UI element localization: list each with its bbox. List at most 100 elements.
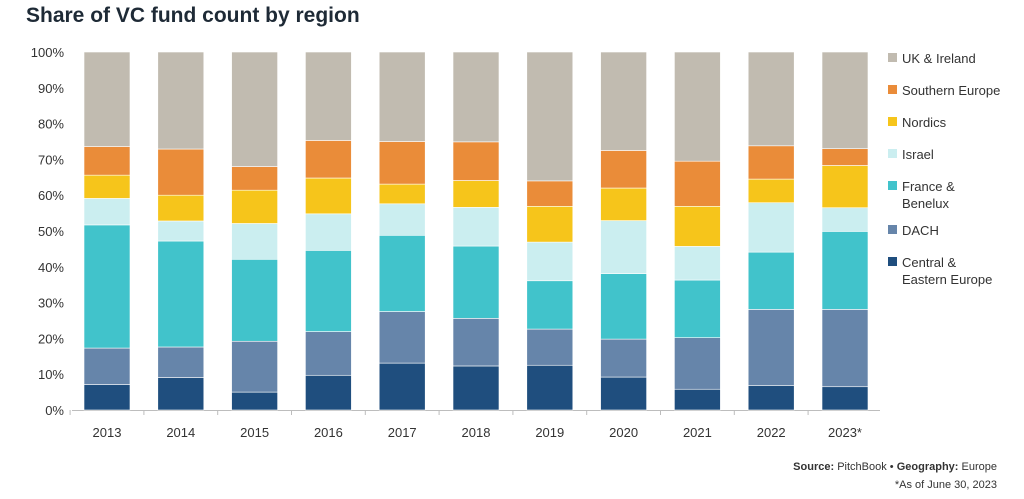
bar-segment — [674, 160, 721, 207]
bar-segment — [452, 141, 500, 181]
bar-segment — [674, 51, 721, 162]
bar-segment — [231, 223, 278, 260]
x-axis: 2013 2014 2015 2016 2017 2018 2019 2020 2021 2022… — [69, 410, 862, 440]
bar-segment — [452, 318, 500, 367]
bar-segment — [821, 148, 869, 166]
bar-segment — [747, 385, 795, 411]
bar-segment — [452, 207, 500, 247]
bar-segment — [378, 183, 426, 205]
bar-segment — [674, 279, 721, 338]
separator-bullet: • — [889, 461, 894, 473]
bar-segment — [378, 51, 426, 142]
y-tick-label: 30% — [38, 296, 64, 311]
bar-segment — [526, 328, 574, 366]
bar-segment — [157, 194, 205, 222]
legend-swatch — [888, 181, 897, 190]
x-tick-label: 2019 — [535, 425, 564, 440]
legend-label: Eastern Europe — [902, 272, 992, 287]
bar-segment — [231, 51, 278, 167]
bar-segment — [305, 213, 352, 251]
y-tick-label: 100% — [31, 45, 65, 60]
bar-segment — [452, 245, 500, 319]
bars — [83, 51, 869, 411]
bar-segment — [526, 51, 574, 182]
bar-segment — [305, 140, 352, 179]
y-tick-label: 10% — [38, 367, 64, 382]
legend-label: Southern Europe — [902, 83, 1000, 98]
bar-segment — [747, 309, 795, 386]
bar-segment — [231, 340, 278, 393]
bar-segment — [600, 376, 647, 411]
bar-segment — [452, 51, 500, 143]
bar-segment — [452, 365, 500, 411]
bar-segment — [305, 177, 352, 215]
legend-label: Nordics — [902, 115, 947, 130]
bar-segment — [305, 374, 352, 411]
bar-segment — [231, 258, 278, 342]
bar-segment — [378, 141, 426, 185]
bar-segment — [526, 180, 574, 207]
bar-segment — [157, 220, 205, 242]
bar-segment — [378, 311, 426, 364]
bar-segment — [231, 189, 278, 224]
bar-segment — [674, 388, 721, 411]
bar-segment — [231, 391, 278, 411]
bar-segment — [526, 241, 574, 282]
bar-segment — [821, 309, 869, 388]
bar-segment — [231, 166, 278, 191]
bar-segment — [157, 346, 205, 378]
y-tick-label: 60% — [38, 188, 64, 203]
bar-segment — [600, 51, 647, 151]
x-tick-label: 2015 — [240, 425, 269, 440]
source-value: PitchBook — [837, 461, 887, 473]
legend: UK & Ireland Southern Europe Nordics Israel… — [888, 51, 1000, 287]
bar-segment — [83, 198, 131, 226]
y-tick-label: 70% — [38, 152, 64, 167]
x-tick-label: 2021 — [683, 425, 712, 440]
x-tick-label: 2013 — [93, 425, 122, 440]
bar-segment — [526, 280, 574, 330]
bar-segment — [83, 51, 131, 147]
y-tick-label: 20% — [38, 331, 64, 346]
bar-segment — [747, 202, 795, 253]
bar-segment — [378, 362, 426, 411]
x-tick-label: 2016 — [314, 425, 343, 440]
x-tick-label: 2014 — [166, 425, 195, 440]
legend-swatch — [888, 53, 897, 62]
y-tick-label: 80% — [38, 117, 64, 132]
source-label: Source: — [793, 461, 835, 473]
bar-segment — [747, 178, 795, 204]
bar-segment — [157, 148, 205, 196]
bar-segment — [674, 337, 721, 390]
bar-segment — [305, 331, 352, 376]
x-tick-label: 2018 — [462, 425, 491, 440]
bar-segment — [600, 273, 647, 340]
bar-segment — [378, 203, 426, 236]
bar-segment — [821, 386, 869, 411]
bar-segment — [747, 251, 795, 310]
y-tick-label: 50% — [38, 224, 64, 239]
bar-segment — [157, 377, 205, 411]
bar-segment — [157, 240, 205, 348]
x-tick-label: 2023* — [828, 425, 862, 440]
bar-segment — [83, 224, 131, 349]
bar-segment — [821, 207, 869, 232]
bar-segment — [526, 364, 574, 411]
legend-swatch — [888, 257, 897, 266]
bar-segment — [83, 174, 131, 199]
geography-label: Geography: — [896, 461, 959, 473]
bar-segment — [600, 220, 647, 274]
legend-swatch — [888, 149, 897, 158]
bar-segment — [821, 51, 869, 149]
bar-segment — [821, 165, 869, 209]
bar-segment — [600, 187, 647, 221]
bar-segment — [674, 205, 721, 247]
bar-segment — [747, 51, 795, 147]
bar-segment — [83, 384, 131, 411]
bar-segment — [83, 347, 131, 385]
x-tick-label: 2022 — [757, 425, 786, 440]
legend-label: France & — [902, 179, 955, 194]
legend-label: Israel — [902, 147, 934, 162]
bar-segment — [600, 150, 647, 189]
as-of-note: *As of June 30, 2023 — [894, 479, 997, 491]
